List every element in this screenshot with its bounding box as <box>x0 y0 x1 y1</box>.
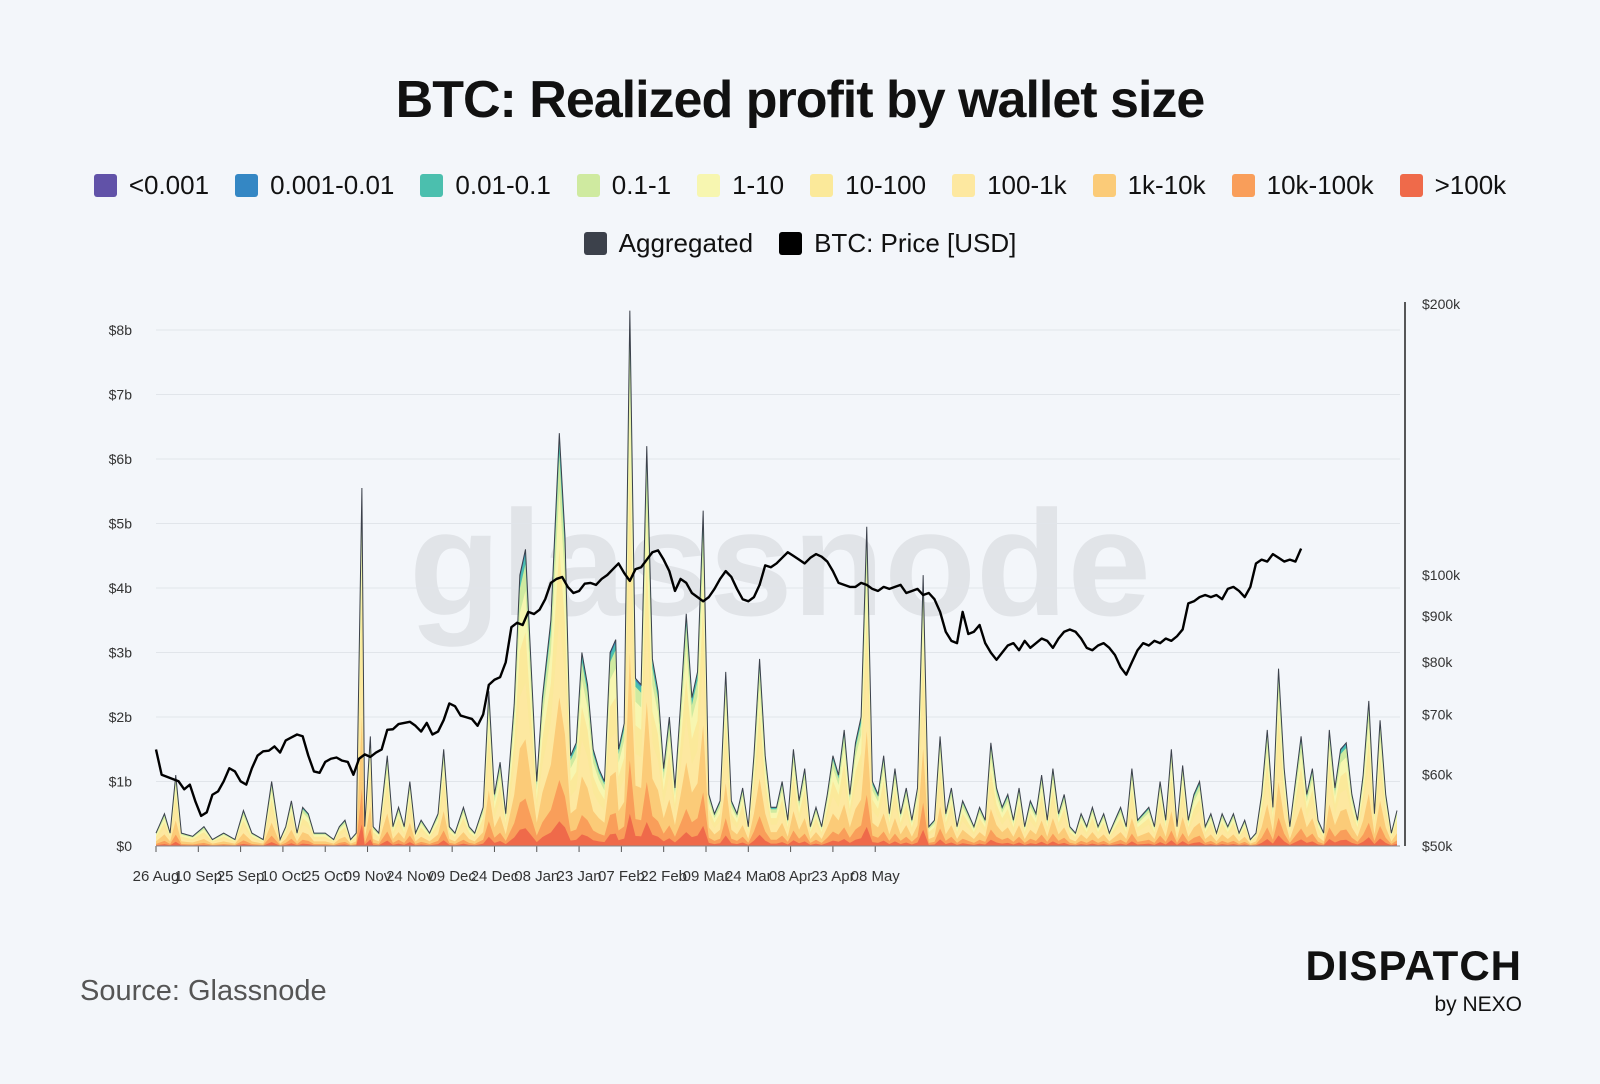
chart-title: BTC: Realized profit by wallet size <box>395 71 1206 129</box>
watermark: glassnode <box>409 479 1151 647</box>
x-tick-label: 23 Jan <box>557 868 602 885</box>
legend-swatch <box>420 174 444 197</box>
y-left-tick-label: $6b <box>109 451 133 467</box>
x-tick-label: 09 Nov <box>344 868 392 885</box>
aggregated-line <box>155 310 1398 842</box>
source-note: Source: Glassnode <box>80 975 327 1007</box>
legend-item[interactable]: BTC: Price [USD] <box>779 228 1016 259</box>
x-tick-label: 24 Mar <box>725 868 772 885</box>
legend-item[interactable]: 0.001-0.01 <box>235 170 394 201</box>
y-right-tick-label: $60k <box>1422 767 1453 783</box>
y-left-tick-label: $4b <box>109 580 133 596</box>
legend-label: 1k-10k <box>1127 170 1206 200</box>
x-tick-label: 09 Dec <box>428 868 476 885</box>
x-tick-label: 24 Nov <box>386 868 434 885</box>
legend-swatch <box>697 174 721 197</box>
legend-row-1: <0.001 0.001-0.01 0.01-0.1 0.1-1 1-10 10-100 1… <box>0 170 1600 201</box>
legend-item[interactable]: 10-100 <box>810 170 926 201</box>
legend-label: 0.001-0.01 <box>270 170 395 200</box>
legend-label: >100k <box>1434 170 1507 200</box>
legend-swatch <box>810 174 834 197</box>
legend-swatch <box>1092 174 1116 197</box>
legend-swatch <box>952 174 976 197</box>
y-right-tick-label: $70k <box>1422 706 1453 722</box>
chart-plot: glassnode $0 $1b $2b $3b $4b $5b $6b $7b $8b $50k… <box>109 296 1462 885</box>
x-tick-label: 08 May <box>851 868 901 885</box>
price-line <box>154 548 1303 818</box>
y-right-tick-label: $90k <box>1422 608 1453 624</box>
y-left-tick-label: $2b <box>109 709 133 725</box>
x-tick-label: 08 Apr <box>769 868 812 885</box>
legend-item[interactable]: 0.01-0.1 <box>420 170 551 201</box>
legend-row-2: Aggregated BTC: Price [USD] <box>0 228 1600 259</box>
x-tick-label: 26 Aug <box>133 868 180 885</box>
area-series <box>155 310 1398 847</box>
brand-sub: by NEXO <box>1434 993 1522 1016</box>
x-tick-label: 10 Sep <box>175 868 223 885</box>
y-right-tick-label: $50k <box>1422 838 1453 854</box>
legend-item[interactable]: Aggregated <box>583 228 754 259</box>
brand-name: DISPATCH <box>1305 942 1522 989</box>
legend-item[interactable]: 10k-100k <box>1231 170 1374 201</box>
legend-label: 0.01-0.1 <box>455 170 551 200</box>
brand-logo: DISPATCH by NEXO <box>1306 945 1522 1017</box>
legend-item[interactable]: 1-10 <box>697 170 784 201</box>
grid-lines <box>156 329 1400 847</box>
x-tick-label: 07 Feb <box>598 868 645 885</box>
x-tick-label: 25 Oct <box>303 868 348 885</box>
y-left-tick-label: $7b <box>109 387 133 403</box>
legend-label: 0.1-1 <box>611 170 672 200</box>
y-left-tick-label: $5b <box>109 516 133 532</box>
legend-item[interactable]: >100k <box>1399 170 1507 201</box>
y-left-tick-label: $0 <box>116 838 132 854</box>
y-left-tick-label: $1b <box>109 774 133 790</box>
axes: $0 $1b $2b $3b $4b $5b $6b $7b $8b $50k $60k $70k $8… <box>109 296 1462 885</box>
legend-label: 1-10 <box>732 170 785 200</box>
legend-swatch <box>576 174 600 197</box>
price-series <box>154 548 1303 818</box>
legend-label: BTC: Price [USD] <box>814 228 1017 258</box>
x-tick-label: 25 Sep <box>217 868 265 885</box>
legend-label: <0.001 <box>128 170 210 200</box>
y-left-tick-label: $8b <box>109 322 133 338</box>
y-right-tick-label: $80k <box>1422 654 1453 670</box>
legend-swatch <box>779 232 803 255</box>
y-right-tick-label: $200k <box>1422 296 1461 312</box>
legend-swatch <box>93 174 117 197</box>
x-tick-label: 09 Mar <box>683 868 730 885</box>
x-tick-label: 23 Apr <box>811 868 854 885</box>
legend-item[interactable]: 0.1-1 <box>576 170 672 201</box>
legend-label: 10-100 <box>845 170 927 200</box>
y-right-tick-label: $100k <box>1422 567 1461 583</box>
legend-swatch <box>583 232 607 255</box>
legend-label: 10k-100k <box>1266 170 1374 200</box>
y-left-tick-label: $3b <box>109 645 133 661</box>
legend-item[interactable]: 100-1k <box>952 170 1067 201</box>
x-tick-label: 08 Jan <box>514 868 559 885</box>
legend-label: Aggregated <box>618 228 754 258</box>
legend-item[interactable]: <0.001 <box>93 170 210 201</box>
legend-swatch <box>1231 174 1255 197</box>
legend-item[interactable]: 1k-10k <box>1092 170 1206 201</box>
x-tick-label: 22 Feb <box>640 868 687 885</box>
legend-label: 100-1k <box>987 170 1067 200</box>
x-tick-label: 10 Oct <box>261 868 306 885</box>
legend-swatch <box>1399 174 1423 197</box>
x-tick-label: 24 Dec <box>471 868 519 885</box>
legend-swatch <box>235 174 259 197</box>
